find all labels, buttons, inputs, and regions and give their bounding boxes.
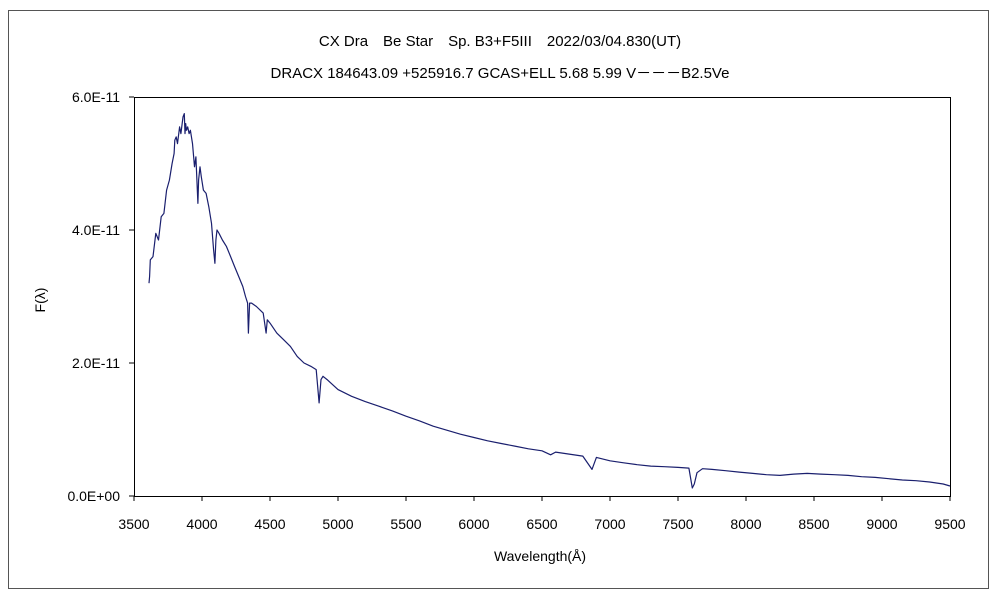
- x-tick-label: 5500: [390, 516, 421, 532]
- x-axis: 3500 4000 4500 5000 5500 6000 6500 7000 7500 8000…: [118, 496, 966, 532]
- chart-subtitle: DRACX 184643.09 +525916.7 GCAS+ELL 5.68 …: [271, 65, 730, 82]
- x-tick-label: 3500: [118, 516, 149, 532]
- x-tick-label: 4000: [186, 516, 217, 532]
- y-tick-label: 6.0E-11: [72, 89, 120, 105]
- y-axis-label: F(λ): [32, 288, 48, 313]
- y-tick-label: 0.0E+00: [67, 488, 120, 504]
- x-tick-label: 8500: [798, 516, 829, 532]
- x-tick-label: 9500: [934, 516, 965, 532]
- x-axis-label: Wavelength(Å): [494, 548, 586, 564]
- x-tick-label: 9000: [866, 516, 897, 532]
- x-tick-label: 4500: [254, 516, 285, 532]
- chart-outer-border: [8, 10, 989, 589]
- x-tick-label: 8000: [730, 516, 761, 532]
- x-tick-label: 6500: [526, 516, 557, 532]
- x-tick-label: 7000: [594, 516, 625, 532]
- spectrum-series-line: [148, 113, 951, 489]
- x-tick-label: 6000: [458, 516, 489, 532]
- chart-title: CX Dra Be Star Sp. B3+F5III 2022/03/04.8…: [319, 33, 681, 50]
- x-tick-label: 5000: [322, 516, 353, 532]
- y-axis: 0.0E+00 2.0E-11 4.0E-11 6.0E-11: [67, 89, 134, 504]
- y-tick-label: 4.0E-11: [72, 222, 120, 238]
- y-tick-label: 2.0E-11: [72, 355, 120, 371]
- x-tick-label: 7500: [662, 516, 693, 532]
